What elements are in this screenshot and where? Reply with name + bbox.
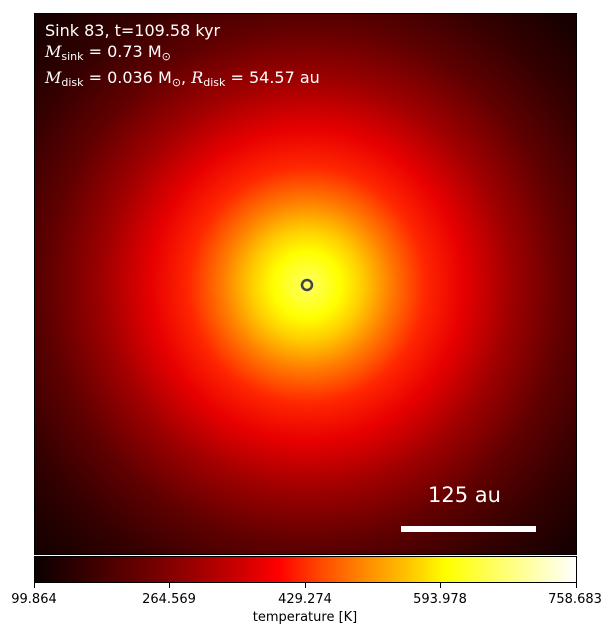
colorbar-tick (169, 583, 170, 588)
disk-mass-value: = 0.036 M (83, 68, 172, 87)
temperature-field (35, 14, 576, 554)
colorbar-tick-label: 429.274 (278, 592, 332, 607)
colorbar-label: temperature [K] (252, 610, 358, 625)
sun-symbol-icon: ⊙ (171, 76, 182, 89)
sink-info: Sink 83, t=109.58 kyr Msink = 0.73 M⊙ Md… (45, 20, 320, 93)
disk-radius-symbol: R (191, 68, 204, 87)
sun-symbol-icon: ⊙ (161, 50, 171, 63)
colorbar-tick (440, 583, 441, 588)
sink-mass: Msink = 0.73 M⊙ (45, 41, 320, 67)
sink-marker (300, 278, 314, 292)
colorbar-tick-label: 99.864 (11, 592, 57, 607)
colorbar-tick (34, 583, 35, 588)
colorbar-tick-label: 264.569 (142, 592, 196, 607)
sink-mass-value: = 0.73 M (83, 42, 162, 61)
disk-mass-symbol: M (45, 68, 62, 87)
sink-mass-symbol: M (45, 42, 62, 61)
disk-radius-subscript: disk (203, 76, 226, 89)
colorbar-tick-label: 758.683 (548, 592, 602, 607)
temperature-map (34, 13, 577, 555)
colorbar (34, 556, 577, 583)
colorbar-tick (305, 583, 306, 588)
disk-radius-value: = 54.57 au (225, 68, 320, 87)
scale-bar-label: 125 au (428, 483, 501, 507)
sink-id-time: Sink 83, t=109.58 kyr (45, 21, 221, 40)
disk-mass-subscript: disk (61, 76, 84, 89)
scale-bar (401, 526, 536, 532)
colorbar-tick-label: 593.978 (413, 592, 467, 607)
sink-mass-subscript: sink (61, 50, 84, 63)
colorbar-tick (576, 583, 577, 588)
disk-properties: Mdisk = 0.036 M⊙, Rdisk = 54.57 au (45, 68, 320, 89)
temperature-map-image (35, 14, 576, 554)
